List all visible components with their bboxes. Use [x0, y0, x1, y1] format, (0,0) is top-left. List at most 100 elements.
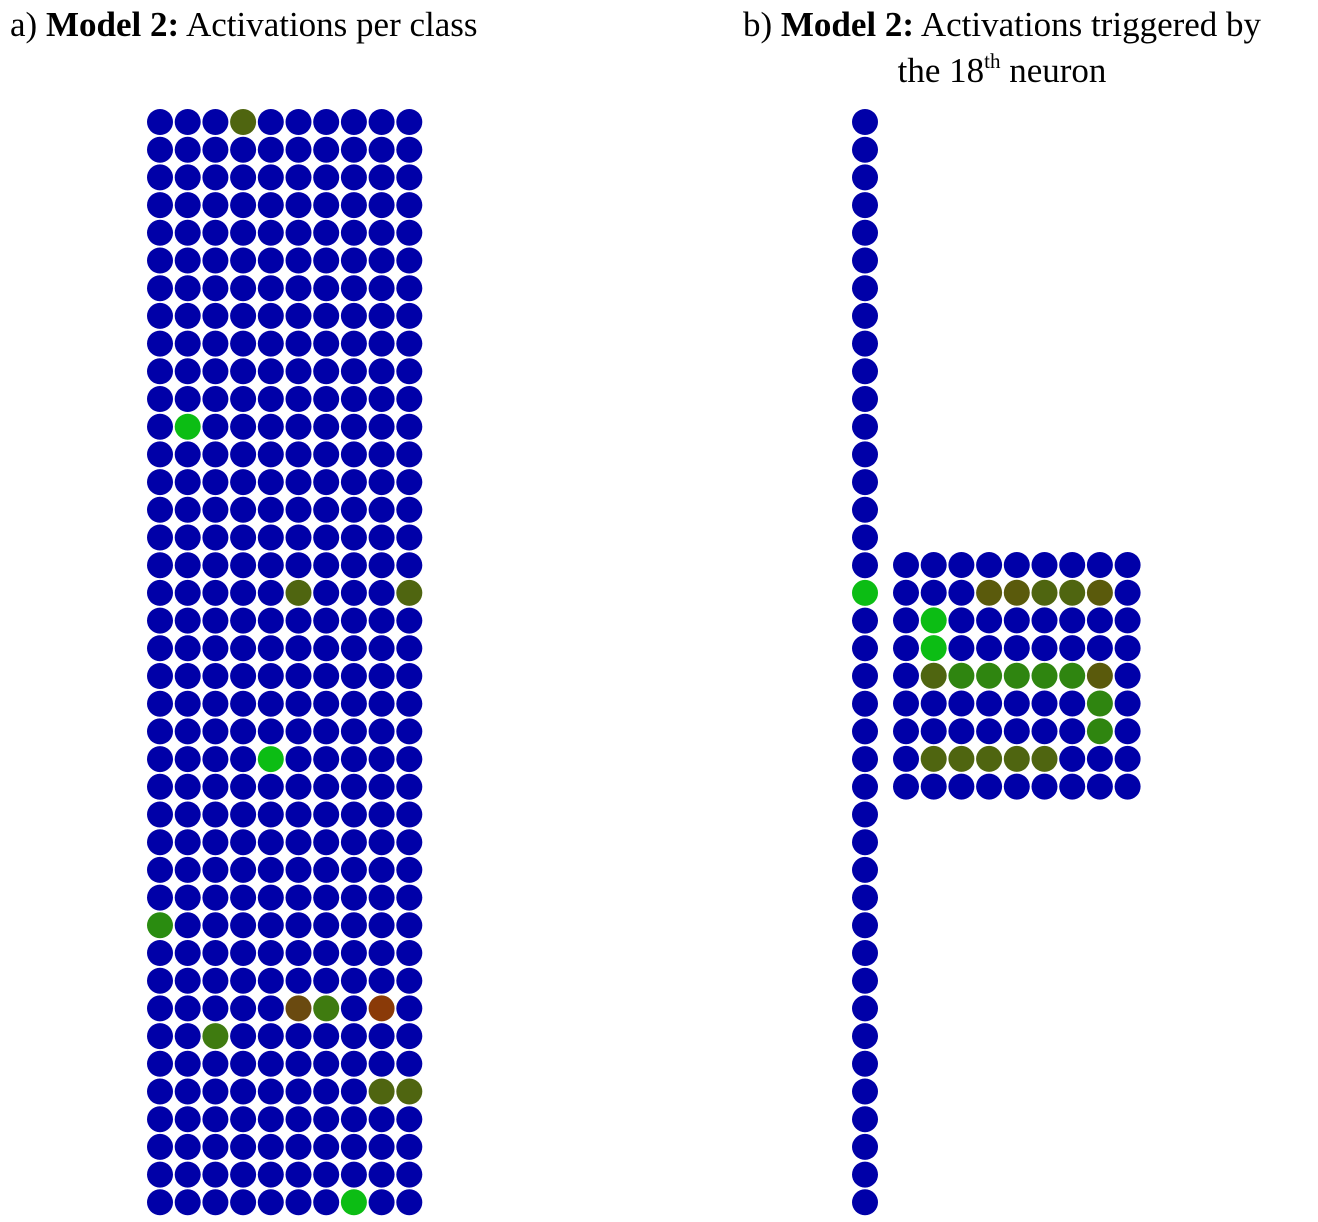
panel-a-title-rest: Activations per class [179, 5, 478, 44]
neuron [852, 1078, 878, 1105]
neuron [340, 219, 367, 246]
neuron [202, 663, 229, 689]
neuron [396, 1161, 423, 1188]
neuron [368, 496, 395, 523]
neuron [147, 663, 173, 689]
neuron [340, 967, 367, 994]
neuron [340, 302, 367, 329]
neuron [396, 856, 423, 883]
neuron [230, 496, 257, 523]
panel-b-neuron-column [852, 109, 878, 1216]
neuron [174, 524, 201, 551]
neuron [340, 386, 367, 412]
neuron [202, 247, 229, 274]
neuron [976, 635, 1003, 662]
active-neuron [1086, 718, 1113, 745]
active-neuron [147, 912, 173, 939]
neuron [948, 635, 975, 662]
neuron [285, 192, 312, 219]
active-neuron [920, 745, 947, 772]
neuron [147, 801, 173, 828]
neuron [340, 773, 367, 800]
neuron [976, 718, 1003, 745]
active-neuron [340, 1189, 367, 1216]
neuron [202, 441, 229, 468]
neuron [396, 524, 423, 551]
neuron [368, 1161, 395, 1188]
neuron [340, 663, 367, 689]
neuron [1086, 607, 1113, 634]
neuron [313, 718, 340, 745]
neuron [852, 524, 878, 551]
neuron [230, 275, 257, 302]
neuron [340, 801, 367, 828]
panel-a-title-prefix: a) [10, 5, 46, 44]
neuron [1059, 745, 1086, 772]
neuron [368, 136, 395, 163]
neuron [1003, 635, 1030, 662]
neuron [202, 829, 229, 856]
neuron [340, 1023, 367, 1050]
neuron [257, 275, 284, 302]
neuron [368, 386, 395, 412]
neuron [852, 302, 878, 329]
neuron [313, 1161, 340, 1188]
active-neuron [1086, 662, 1113, 689]
active-neuron [368, 1078, 395, 1105]
neuron [1086, 773, 1113, 800]
neuron [920, 579, 947, 606]
neuron [313, 940, 340, 966]
neuron [976, 607, 1003, 634]
neuron [285, 829, 312, 856]
neuron [852, 1050, 878, 1077]
active-neuron [396, 579, 423, 606]
neuron [396, 801, 423, 828]
neuron [285, 247, 312, 274]
neuron [852, 109, 878, 135]
neuron [340, 413, 367, 440]
neuron [257, 579, 284, 606]
neuron [147, 386, 173, 412]
neuron [340, 718, 367, 745]
neuron [202, 524, 229, 551]
active-neuron [920, 607, 947, 634]
neuron [174, 1106, 201, 1133]
neuron [1031, 773, 1058, 800]
neuron [257, 413, 284, 440]
neuron [1059, 552, 1086, 578]
neuron [257, 995, 284, 1022]
neuron [257, 109, 284, 135]
neuron [313, 136, 340, 163]
neuron [147, 469, 173, 496]
neuron [313, 1133, 340, 1160]
neuron [230, 579, 257, 606]
neuron [257, 663, 284, 689]
neuron [1086, 635, 1113, 662]
neuron [396, 635, 423, 662]
neuron [1031, 718, 1058, 745]
neuron [257, 1189, 284, 1216]
neuron [147, 718, 173, 745]
neuron [852, 884, 878, 911]
active-neuron [1031, 745, 1058, 772]
neuron [202, 219, 229, 246]
neuron [230, 358, 257, 385]
neuron [202, 496, 229, 523]
neuron [340, 690, 367, 717]
neuron [202, 275, 229, 302]
neuron [202, 1189, 229, 1216]
neuron [340, 247, 367, 274]
neuron [893, 773, 919, 800]
neuron [313, 1023, 340, 1050]
neuron [230, 1023, 257, 1050]
neuron [174, 386, 201, 412]
neuron [202, 718, 229, 745]
neuron [230, 1161, 257, 1188]
neuron [368, 302, 395, 329]
neuron [313, 192, 340, 219]
neuron [147, 192, 173, 219]
panel-a-title: a) Model 2: Activations per class [10, 2, 478, 48]
neuron [313, 164, 340, 191]
active-neuron [920, 662, 947, 689]
neuron [396, 192, 423, 219]
